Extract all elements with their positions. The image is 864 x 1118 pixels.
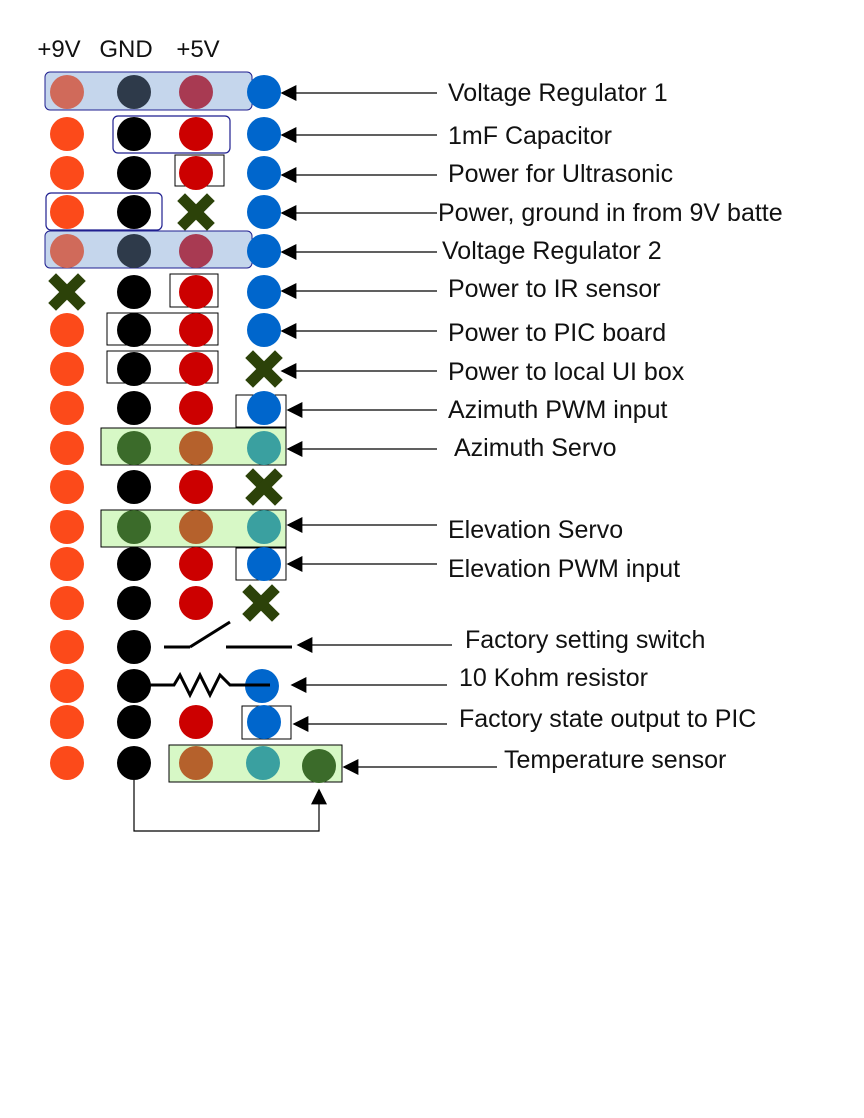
pin-9v — [50, 669, 84, 703]
pin-signal — [247, 275, 281, 309]
pin-signal — [247, 75, 281, 109]
pin-5v — [179, 75, 213, 109]
pin-gnd — [117, 195, 151, 229]
pin-servo-teal — [247, 510, 281, 544]
label-battery-input: Power, ground in from 9V batte — [438, 199, 783, 227]
pin-servo-brown — [179, 746, 213, 780]
pin-5v — [179, 275, 213, 309]
pin-9v — [50, 746, 84, 780]
label-elevation-servo: Elevation Servo — [448, 516, 623, 544]
label-azimuth-pwm: Azimuth PWM input — [448, 396, 668, 424]
temp-sensor-wire — [133, 780, 327, 832]
switch-symbol — [164, 620, 292, 649]
pin-9v — [50, 705, 84, 739]
pin-gnd — [117, 313, 151, 347]
pin-servo-teal — [247, 431, 281, 465]
pin-gnd — [117, 470, 151, 504]
pin-5v — [179, 117, 213, 151]
header-5v: +5V — [176, 36, 219, 63]
header-gnd: GND — [99, 36, 152, 63]
pin-9v — [50, 195, 84, 229]
pic-board-box — [106, 312, 219, 346]
pin-grid — [48, 75, 336, 783]
label-ir-sensor-power: Power to IR sensor — [448, 275, 661, 303]
pin-gnd — [117, 547, 151, 581]
unused-pin-x-icon — [177, 193, 215, 231]
label-factory-switch: Factory setting switch — [465, 626, 705, 654]
pin-9v — [50, 352, 84, 386]
pin-servo-green — [117, 510, 151, 544]
pin-gnd — [117, 586, 151, 620]
pin-signal — [247, 391, 281, 425]
pin-signal — [247, 547, 281, 581]
unused-pin-x-icon — [245, 350, 283, 388]
pin-9v — [50, 470, 84, 504]
pin-5v — [179, 156, 213, 190]
pin-gnd — [117, 352, 151, 386]
pin-servo-brown — [179, 431, 213, 465]
pin-9v — [50, 75, 84, 109]
pin-signal — [247, 156, 281, 190]
pin-signal — [247, 313, 281, 347]
pin-gnd — [117, 746, 151, 780]
unused-pin-x-icon — [48, 273, 86, 311]
pin-gnd — [117, 75, 151, 109]
label-elevation-pwm: Elevation PWM input — [448, 555, 680, 583]
ui-box-power-box — [106, 350, 219, 384]
pin-5v — [179, 547, 213, 581]
label-voltage-regulator-2: Voltage Regulator 2 — [442, 237, 662, 265]
label-resistor: 10 Kohm resistor — [459, 664, 648, 692]
pin-9v — [50, 117, 84, 151]
battery-input-box — [45, 192, 163, 231]
pin-gnd — [117, 630, 151, 664]
capacitor-box — [112, 115, 231, 154]
label-voltage-regulator-1: Voltage Regulator 1 — [448, 79, 668, 107]
pin-5v — [179, 705, 213, 739]
pin-gnd — [117, 275, 151, 309]
pin-9v — [50, 510, 84, 544]
unused-pin-x-icon — [242, 584, 280, 622]
labels: Voltage Regulator 1 1mF Capacitor Power … — [438, 79, 783, 774]
pin-signal — [247, 234, 281, 268]
pin-servo-green — [302, 749, 336, 783]
pin-9v — [50, 586, 84, 620]
pin-servo-green — [117, 431, 151, 465]
pin-5v — [179, 391, 213, 425]
pin-gnd — [117, 117, 151, 151]
pin-signal — [247, 117, 281, 151]
unused-pin-x-icon — [245, 468, 283, 506]
pin-9v — [50, 547, 84, 581]
pin-gnd — [117, 156, 151, 190]
label-pic-board-power: Power to PIC board — [448, 319, 666, 347]
pin-signal — [247, 705, 281, 739]
pin-gnd — [117, 234, 151, 268]
pin-gnd — [117, 705, 151, 739]
pin-9v — [50, 313, 84, 347]
label-ultrasonic-power: Power for Ultrasonic — [448, 160, 673, 188]
label-arrows — [280, 85, 497, 775]
pin-9v — [50, 431, 84, 465]
pin-servo-teal — [246, 746, 280, 780]
pin-9v — [50, 391, 84, 425]
pin-gnd — [117, 391, 151, 425]
pin-5v — [179, 234, 213, 268]
pin-servo-brown — [179, 510, 213, 544]
pin-5v — [179, 586, 213, 620]
resistor-symbol — [134, 671, 270, 699]
pin-signal — [247, 195, 281, 229]
label-azimuth-servo: Azimuth Servo — [454, 434, 617, 462]
label-factory-output: Factory state output to PIC — [459, 705, 756, 733]
pin-5v — [179, 352, 213, 386]
pin-9v — [50, 156, 84, 190]
label-ui-box-power: Power to local UI box — [448, 358, 685, 386]
label-capacitor: 1mF Capacitor — [448, 122, 612, 150]
pin-5v — [179, 313, 213, 347]
label-temperature-sensor: Temperature sensor — [504, 746, 726, 774]
pin-9v — [50, 234, 84, 268]
header-9v: +9V — [37, 36, 80, 63]
pin-5v — [179, 470, 213, 504]
pin-9v — [50, 630, 84, 664]
